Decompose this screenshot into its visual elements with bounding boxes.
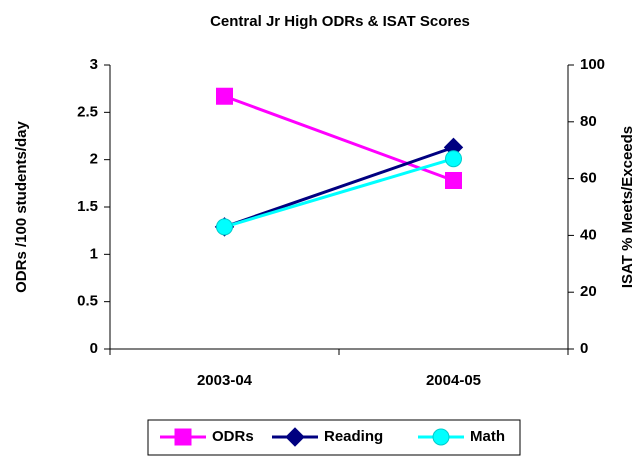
series-line (224, 157, 454, 229)
y2-tick-label: 60 (580, 170, 597, 187)
legend-label: Reading (324, 428, 383, 445)
x-tick-label: 2004-05 (426, 372, 481, 389)
chart-title: Central Jr High ODRs & ISAT Scores (210, 13, 470, 30)
legend-label: ODRs (212, 428, 254, 445)
y-tick-label: 2.5 (77, 103, 98, 120)
y2-tick-label: 80 (580, 113, 597, 130)
data-point (216, 87, 233, 105)
legend-marker (432, 428, 450, 446)
y2-axis-label: ISAT % Meets/Exceeds (619, 126, 636, 288)
y-tick-label: 2 (90, 151, 98, 168)
y2-tick-label: 20 (580, 283, 597, 300)
legend-label: Math (470, 428, 505, 445)
y-tick-label: 1.5 (77, 198, 98, 215)
y-axis-label: ODRs /100 students/day (13, 120, 30, 292)
series-line (224, 145, 454, 229)
y-tick-label: 1 (90, 245, 98, 262)
y2-tick-label: 100 (580, 56, 605, 73)
x-tick-label: 2003-04 (197, 372, 253, 389)
y-tick-label: 0 (90, 340, 98, 357)
y2-tick-label: 0 (580, 340, 588, 357)
data-point (216, 218, 233, 236)
legend-marker (285, 427, 305, 447)
legend-marker (174, 428, 192, 446)
data-point (445, 150, 462, 168)
y2-tick-label: 40 (580, 226, 597, 243)
series-line (223, 94, 455, 182)
data-point (445, 171, 462, 189)
y-tick-label: 0.5 (77, 293, 98, 310)
y-tick-label: 3 (90, 56, 98, 73)
